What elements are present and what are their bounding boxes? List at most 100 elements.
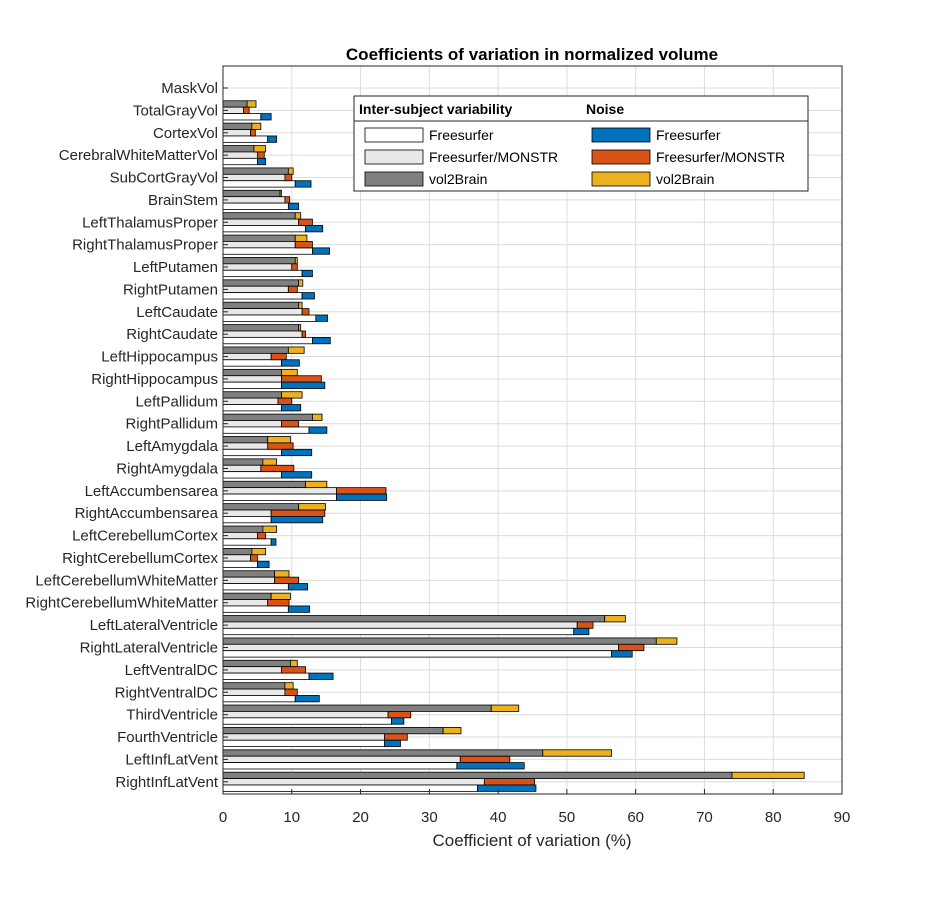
- category-label: BrainStem: [148, 192, 218, 209]
- bar-inter-subject-variability-freesurfer-monstr-lefthippocampus: [222, 352, 272, 361]
- legend: Inter-subject variability Freesurfer Frees…: [353, 95, 809, 192]
- bar-inter-subject-variability-freesurfer-monstr-rightthalamusproper: [222, 241, 296, 249]
- category-label: SubCortGrayVol: [110, 170, 218, 187]
- bar-noise-freesurfer-monstr-leftinflatvent: [459, 755, 511, 764]
- bar-noise-freesurfer-leftinflatvent: [456, 762, 525, 770]
- bar-noise-freesurfer-monstr-leftcerebellumwhitematter: [274, 576, 300, 584]
- bar-noise-vol2brain-cortexvol: [251, 122, 262, 130]
- bar-noise-freesurfer-leftaccumbensarea: [336, 493, 388, 501]
- bar-inter-subject-variability-vol2brain-leftinflatvent: [222, 749, 544, 757]
- bar-inter-subject-variability-freesurfer-rightaccumbensarea: [222, 516, 272, 524]
- bar-inter-subject-variability-freesurfer-monstr-leftpallidum: [222, 397, 279, 405]
- bar-inter-subject-variability-freesurfer-leftcaudate: [222, 314, 317, 322]
- bar-noise-vol2brain-rightcaudate: [298, 324, 302, 332]
- bar-inter-subject-variability-freesurfer-monstr-leftventraldc: [222, 666, 282, 674]
- bar-noise-freesurfer-monstr-rightamygdala: [260, 464, 295, 473]
- x-tick-label: 60: [627, 809, 644, 826]
- bar-noise-freesurfer-monstr-cortexvol: [250, 129, 256, 137]
- bar-noise-vol2brain-rightcerebellumcortex: [251, 547, 267, 556]
- bar-noise-freesurfer-monstr-rightcaudate: [301, 330, 306, 338]
- legend-swatch: [591, 127, 651, 143]
- legend-swatch: [364, 149, 424, 165]
- bar-inter-subject-variability-freesurfer-rightventraldc: [222, 695, 296, 703]
- bar-inter-subject-variability-freesurfer-monstr-thirdventricle: [222, 711, 389, 719]
- bar-noise-vol2brain-rightamygdala: [262, 458, 278, 466]
- legend-swatch: [364, 171, 424, 187]
- bar-noise-vol2brain-leftthalamusproper: [294, 212, 302, 220]
- bar-inter-subject-variability-vol2brain-rightpallidum: [222, 413, 313, 421]
- bar-noise-vol2brain-leftcerebellumwhitematter: [274, 570, 290, 578]
- bar-noise-freesurfer-leftputamen: [301, 269, 313, 278]
- category-label: LeftHippocampus: [101, 349, 218, 366]
- bar-noise-vol2brain-leftpallidum: [281, 391, 303, 399]
- bar-noise-freesurfer-monstr-leftcaudate: [301, 308, 310, 316]
- bar-noise-vol2brain-rightputamen: [298, 279, 304, 287]
- bar-inter-subject-variability-vol2brain-rightputamen: [222, 279, 300, 287]
- bar-inter-subject-variability-vol2brain-fourthventricle: [222, 727, 444, 735]
- category-label: LeftCaudate: [136, 304, 218, 321]
- bar-inter-subject-variability-vol2brain-rightamygdala: [222, 458, 264, 466]
- bar-inter-subject-variability-vol2brain-cortexvol: [222, 122, 253, 130]
- bar-noise-vol2brain-leftcerebellumcortex: [262, 525, 278, 533]
- bar-noise-vol2brain-rightaccumbensarea: [298, 503, 326, 511]
- category-label: FourthVentricle: [117, 729, 218, 746]
- category-label: RightInfLatVent: [115, 774, 218, 791]
- legend-entry-label: Freesurfer/MONSTR: [656, 149, 785, 165]
- x-tick-label: 30: [421, 809, 438, 826]
- bar-noise-freesurfer-monstr-rightthalamusproper: [294, 241, 313, 249]
- category-label: RightCerebellumCortex: [62, 550, 218, 567]
- category-label: LeftPallidum: [135, 393, 218, 410]
- legend-group-title: Noise: [586, 101, 624, 117]
- x-tick-label: 70: [696, 809, 713, 826]
- bar-inter-subject-variability-vol2brain-thirdventricle: [222, 704, 492, 712]
- legend-entry-label: vol2Brain: [656, 171, 714, 187]
- bar-inter-subject-variability-freesurfer-monstr-fourthventricle: [222, 733, 386, 741]
- bar-noise-vol2brain-leftputamen: [294, 257, 298, 265]
- category-label: LeftCerebellumWhiteMatter: [35, 572, 218, 589]
- bar-noise-vol2brain-leftamygdala: [267, 436, 291, 444]
- bar-inter-subject-variability-vol2brain-cerebralwhitemattervol: [222, 145, 255, 153]
- bar-noise-freesurfer-leftpallidum: [281, 404, 302, 412]
- category-label: RightVentralDC: [115, 684, 219, 701]
- bar-noise-freesurfer-leftcerebellumwhitematter: [287, 583, 308, 591]
- bar-inter-subject-variability-freesurfer-leftaccumbensarea: [222, 493, 337, 501]
- category-label: CortexVol: [153, 125, 218, 142]
- bar-noise-freesurfer-rightventraldc: [294, 695, 320, 703]
- bar-inter-subject-variability-vol2brain-rightthalamusproper: [222, 234, 296, 242]
- bar-noise-vol2brain-leftinflatvent: [542, 749, 612, 757]
- x-tick-label: 10: [283, 809, 300, 826]
- bar-noise-vol2brain-leftventraldc: [290, 659, 298, 668]
- bar-inter-subject-variability-vol2brain-brainstem: [222, 189, 281, 198]
- bar-noise-freesurfer-rightamygdala: [281, 471, 313, 479]
- bar-inter-subject-variability-freesurfer-leftthalamusproper: [222, 225, 306, 233]
- bar-noise-freesurfer-monstr-leftamygdala: [267, 442, 294, 450]
- legend-entry-label: Freesurfer: [656, 127, 721, 143]
- bar-inter-subject-variability-vol2brain-rightcerebellumwhitematter: [222, 592, 272, 600]
- bar-noise-freesurfer-leftthalamusproper: [305, 225, 324, 233]
- bar-noise-vol2brain-totalgrayvol: [246, 100, 257, 108]
- bar-inter-subject-variability-freesurfer-leftlateralventricle: [222, 627, 575, 636]
- bar-inter-subject-variability-freesurfer-monstr-rightputamen: [222, 285, 289, 294]
- legend-group-title: Inter-subject variability: [359, 101, 512, 117]
- bar-inter-subject-variability-vol2brain-leftcaudate: [222, 301, 300, 310]
- bar-inter-subject-variability-vol2brain-leftcerebellumwhitematter: [222, 570, 275, 578]
- bar-noise-freesurfer-cortexvol: [267, 135, 278, 143]
- bar-inter-subject-variability-freesurfer-leftamygdala: [222, 448, 282, 457]
- bar-inter-subject-variability-vol2brain-leftputamen: [222, 257, 296, 265]
- bar-noise-freesurfer-monstr-subcortgrayvol: [284, 173, 293, 182]
- category-label: TotalGrayVol: [133, 102, 218, 119]
- bar-noise-freesurfer-monstr-leftputamen: [291, 263, 298, 271]
- legend-entry-label: vol2Brain: [429, 171, 487, 187]
- bar-noise-freesurfer-monstr-leftcerebellumcortex: [256, 532, 267, 540]
- bar-noise-freesurfer-monstr-leftthalamusproper: [298, 218, 313, 226]
- bar-inter-subject-variability-freesurfer-rightinflatvent: [222, 784, 478, 792]
- bar-noise-freesurfer-leftamygdala: [281, 448, 313, 457]
- x-tick-label: 50: [559, 809, 576, 826]
- bar-inter-subject-variability-freesurfer-leftcerebellumwhitematter: [222, 583, 289, 591]
- y-tick-labels: MaskVol TotalGrayVol CortexVol CerebralWhit…: [25, 80, 228, 791]
- bar-inter-subject-variability-vol2brain-leftcerebellumcortex: [222, 525, 264, 533]
- bar-inter-subject-variability-freesurfer-totalgrayvol: [222, 113, 262, 121]
- bar-inter-subject-variability-freesurfer-monstr-leftamygdala: [222, 442, 269, 450]
- bar-inter-subject-variability-freesurfer-brainstem: [222, 202, 289, 210]
